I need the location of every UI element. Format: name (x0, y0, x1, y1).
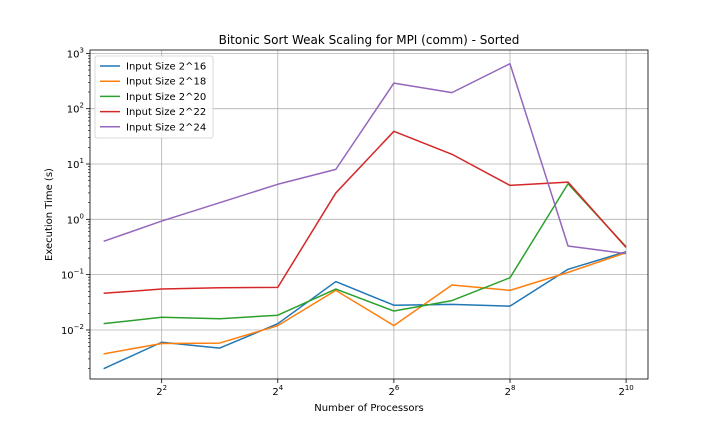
series-line-2 (103, 182, 627, 325)
grid-lines (90, 50, 648, 379)
x-tick-exponent: 10 (625, 384, 634, 392)
y-tick-base: 10 (67, 215, 80, 226)
series-line-3 (103, 130, 627, 295)
x-axis-label: Number of Processors (314, 403, 424, 414)
y-tick-exponent: 3 (80, 46, 84, 54)
y-tick-label: 102 (67, 102, 84, 116)
legend-box (94, 55, 214, 139)
y-tick-base: 10 (61, 326, 74, 337)
legend-entry-2: Input Size 2^20 (126, 92, 206, 103)
y-tick-label: 103 (67, 46, 84, 60)
x-tick-exponent: 2 (163, 384, 167, 392)
y-tick-label: 10−1 (61, 268, 84, 282)
series-line-0 (103, 250, 627, 370)
y-tick-exponent: 1 (80, 157, 84, 165)
legend-entry-1: Input Size 2^18 (126, 77, 206, 88)
y-axis-label: Execution Time (s) (44, 168, 55, 261)
y-tick-base: 10 (67, 49, 80, 60)
x-tick-base: 2 (618, 387, 624, 398)
series-line-1 (103, 251, 627, 355)
x-tick-exponent: 6 (395, 384, 400, 392)
y-tick-base: 10 (67, 160, 80, 171)
y-tick-exponent: −2 (74, 323, 84, 331)
legend: Input Size 2^16 Input Size 2^18 Input Size… (94, 55, 214, 139)
y-tick-exponent: 0 (80, 212, 84, 220)
y-tick-exponent: 2 (80, 102, 84, 110)
x-tick-label: 28 (505, 384, 516, 398)
x-tick-label: 22 (156, 384, 167, 398)
plot-frame (89, 49, 649, 380)
x-tick-base: 2 (156, 387, 162, 398)
x-tick-label: 26 (388, 384, 399, 398)
x-tick-base: 2 (272, 387, 278, 398)
legend-entry-0: Input Size 2^16 (126, 62, 206, 73)
series-lines (103, 62, 627, 370)
y-tick-label: 100 (67, 212, 84, 226)
x-tick-exponent: 4 (279, 384, 284, 392)
x-tick-exponent: 8 (511, 384, 515, 392)
y-tick-exponent: −1 (74, 268, 84, 276)
x-tick-base: 2 (505, 387, 511, 398)
x-tick-label: 24 (272, 384, 283, 398)
y-tick-label: 101 (67, 157, 84, 171)
y-tick-label: 10−2 (61, 323, 84, 337)
series-line-4 (103, 62, 627, 255)
x-tick-base: 2 (388, 387, 394, 398)
legend-entry-3: Input Size 2^22 (126, 107, 206, 118)
legend-entry-4: Input Size 2^24 (126, 122, 206, 133)
y-tick-base: 10 (67, 105, 80, 116)
x-tick-label: 210 (618, 384, 633, 398)
chart-title: Bitonic Sort Weak Scaling for MPI (comm)… (219, 33, 520, 47)
y-tick-base: 10 (61, 271, 74, 282)
